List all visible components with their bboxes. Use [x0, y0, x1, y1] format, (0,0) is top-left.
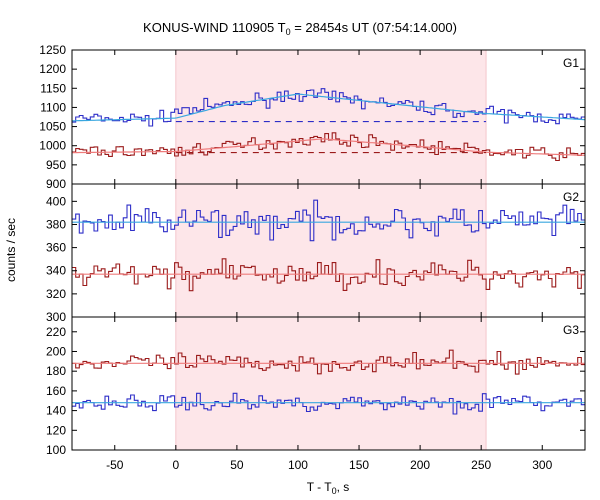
x-tick-label: 300 [532, 458, 552, 472]
y-tick-label: 360 [46, 241, 66, 255]
x-tick-label: 0 [172, 458, 179, 472]
panel-g1: 900 950 1000 1050 1100 1150 1200 1250 G1 [39, 43, 586, 191]
chart-title-prefix: KONUS-WIND 110905 T [143, 20, 286, 35]
y-tick-label: 1000 [39, 139, 66, 153]
x-tick-label: -50 [106, 458, 124, 472]
panel-label: G2 [563, 190, 579, 204]
x-tick-label: 100 [288, 458, 308, 472]
y-tick-label: 340 [46, 264, 66, 278]
y-tick-label: 100 [46, 443, 66, 457]
x-axis-label-suffix: , s [337, 480, 350, 494]
y-tick-label: 200 [46, 344, 66, 358]
y-tick-label: 160 [46, 384, 66, 398]
shaded-interval [175, 317, 487, 450]
y-tick-label: 1150 [40, 81, 66, 95]
y-tick-label: 1050 [39, 120, 66, 134]
x-axis-label: T - T0, s [307, 480, 350, 496]
series-red-g1 [72, 132, 585, 162]
x-tick-label: 50 [230, 458, 244, 472]
panel-label: G3 [563, 323, 579, 337]
x-tick-label: 250 [471, 458, 491, 472]
x-tick-label: 150 [349, 458, 369, 472]
y-tick-label: 120 [46, 423, 66, 437]
y-tick-label: 1100 [40, 100, 66, 114]
x-axis-label-prefix: T - T [307, 480, 333, 494]
shaded-interval [175, 184, 487, 317]
y-tick-label: 140 [46, 404, 66, 418]
y-tick-label: 950 [46, 158, 66, 172]
panel-label: G1 [563, 56, 579, 70]
series-red-g2 [72, 258, 585, 292]
chart-title-subscript: 0 [286, 27, 291, 37]
y-tick-label: 220 [46, 325, 66, 339]
chart-title-suffix: = 28454s UT (07:54:14.000) [291, 20, 457, 35]
y-tick-label: 380 [46, 217, 66, 231]
y-axis-label: counts / sec [4, 218, 18, 282]
y-tick-label: 320 [46, 287, 66, 301]
fit-blue-g1 [72, 93, 586, 122]
fit-red-g1 [72, 138, 586, 156]
shaded-interval [175, 50, 487, 184]
y-tick-label: 1250 [39, 43, 66, 57]
y-tick-label: 180 [46, 364, 66, 378]
chart-title: KONUS-WIND 110905 T0 = 28454s UT (07:54:… [143, 20, 457, 37]
series-blue-g2 [72, 199, 585, 242]
panel-g2: 300 320 340 360 380 400 G2 [46, 183, 586, 324]
x-tick-label: 200 [410, 458, 430, 472]
y-tick-label: 300 [46, 310, 66, 324]
y-tick-label: 400 [46, 194, 66, 208]
x-axis-label-subscript: 0 [332, 486, 337, 496]
y-tick-label: 1200 [39, 62, 66, 76]
panel-g3: 100 120 140 160 180 200 220 G3 [46, 316, 586, 457]
y-tick-label: 900 [46, 177, 66, 191]
series-red-g3 [72, 349, 585, 375]
panel-frame [71, 316, 586, 451]
series-blue-g1 [72, 88, 585, 127]
